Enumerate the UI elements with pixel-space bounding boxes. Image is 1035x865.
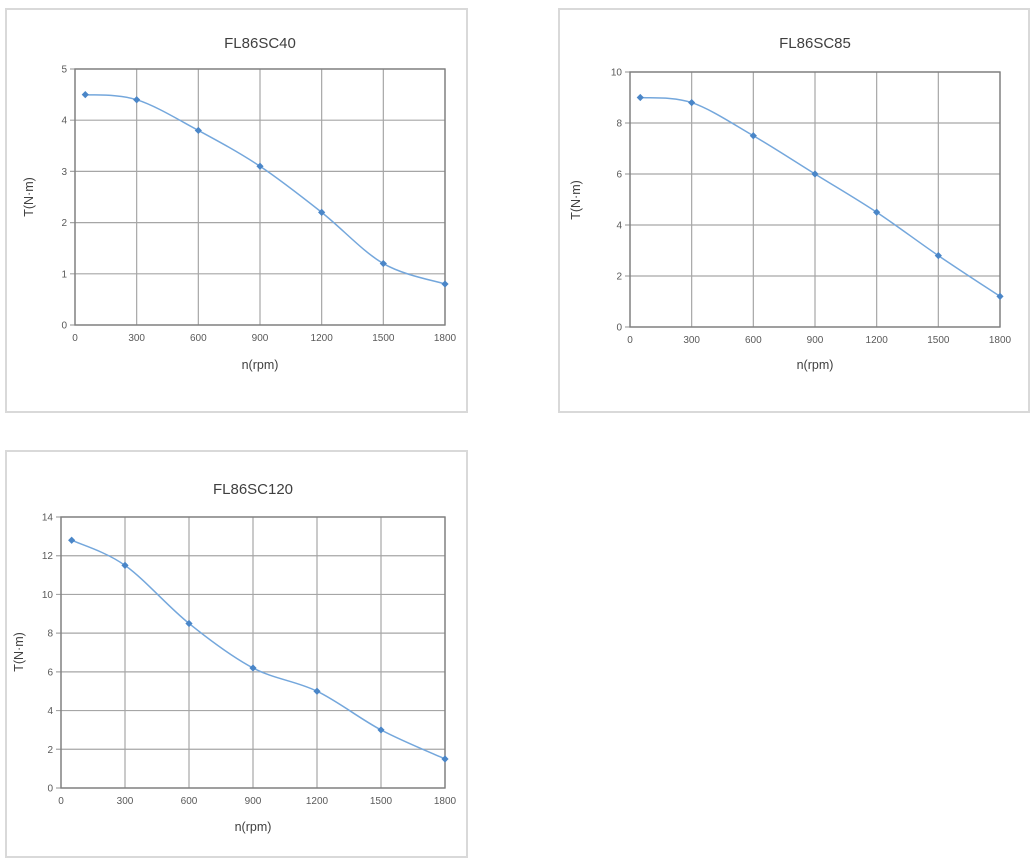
x-tick-label: 0 <box>72 333 78 344</box>
data-point-marker <box>441 280 449 288</box>
data-point-marker <box>996 292 1004 300</box>
y-tick-label: 6 <box>47 667 53 678</box>
x-tick-label: 1200 <box>866 335 889 346</box>
y-tick-label: 3 <box>61 167 67 178</box>
y-tick-label: 8 <box>47 629 53 640</box>
x-tick-label: 1500 <box>372 333 395 344</box>
x-tick-label: 1500 <box>927 335 950 346</box>
data-point-marker <box>313 687 321 695</box>
y-tick-label: 2 <box>61 218 67 229</box>
torque-curve-chart-fl86sc85: 0 300 600 900 1200 1500 1800 0 2 4 6 8 10 FL86SC85 n… <box>569 35 1012 372</box>
plot-area: 0 300 600 900 1200 1500 1800 0 1 2 3 4 5 <box>61 65 456 345</box>
chart-title: FL86SC40 <box>224 35 296 52</box>
x-tick-label: 900 <box>807 335 824 346</box>
data-point-marker <box>81 91 89 99</box>
x-tick-label: 1800 <box>989 335 1012 346</box>
data-point-marker <box>133 96 141 104</box>
data-point-marker <box>318 208 326 216</box>
y-tick-label: 2 <box>47 745 53 756</box>
x-axis-label: n(rpm) <box>797 358 834 372</box>
x-tick-label: 1200 <box>311 333 334 344</box>
chart-title: FL86SC85 <box>779 35 851 52</box>
chart-card-fl86sc85: 0 300 600 900 1200 1500 1800 0 2 4 6 8 10 FL86SC85 n… <box>558 8 1030 413</box>
y-tick-label: 0 <box>47 784 53 795</box>
x-axis-label: n(rpm) <box>235 820 272 834</box>
y-tick-label: 6 <box>616 170 622 181</box>
chart-title: FL86SC120 <box>213 481 293 498</box>
y-axis-label: T(N·m) <box>22 177 36 217</box>
x-tick-label: 900 <box>252 333 269 344</box>
x-tick-label: 300 <box>128 333 145 344</box>
data-point-marker <box>636 93 644 102</box>
data-point-marker <box>68 536 76 544</box>
x-tick-label: 600 <box>181 796 198 807</box>
data-point-marker <box>934 252 942 260</box>
y-tick-label: 4 <box>47 706 53 717</box>
y-axis-label: T(N·m) <box>569 180 583 220</box>
chart-card-fl86sc40: 0 300 600 900 1200 1500 1800 0 1 2 3 4 5 FL86SC40 n(… <box>5 8 468 413</box>
torque-curve <box>71 539 446 760</box>
x-tick-label: 600 <box>745 335 762 346</box>
torque-curve-chart-fl86sc40: 0 300 600 900 1200 1500 1800 0 1 2 3 4 5 FL86SC40 n(… <box>22 35 457 372</box>
x-tick-label: 1500 <box>370 796 393 807</box>
torque-curve <box>85 93 446 285</box>
plot-border <box>629 71 1001 328</box>
x-tick-label: 1200 <box>306 796 329 807</box>
x-tick-label: 0 <box>627 335 633 346</box>
data-point-marker <box>185 619 193 628</box>
y-tick-label: 5 <box>61 65 67 76</box>
plot-border <box>74 68 446 326</box>
y-tick-label: 4 <box>61 116 67 127</box>
y-tick-label: 10 <box>611 68 623 79</box>
data-point-marker <box>194 126 202 135</box>
y-tick-label: 0 <box>616 323 622 334</box>
chart-card-fl86sc120: 0 300 600 900 1200 1500 1800 0 2 4 6 8 10 12 14 FL86SC… <box>5 450 468 858</box>
x-tick-label: 600 <box>190 333 207 344</box>
x-tick-label: 300 <box>683 335 700 346</box>
plot-area: 0 300 600 900 1200 1500 1800 0 2 4 6 8 10 <box>611 68 1012 347</box>
data-point-marker <box>377 726 385 734</box>
data-point-marker <box>811 170 819 178</box>
data-point-marker <box>441 755 449 763</box>
data-point-marker <box>379 259 387 268</box>
y-tick-label: 2 <box>616 272 622 283</box>
plot-border <box>60 516 446 789</box>
data-point-marker <box>256 162 264 170</box>
x-axis-label: n(rpm) <box>242 358 279 372</box>
y-tick-label: 4 <box>616 221 622 232</box>
y-tick-label: 12 <box>42 551 54 562</box>
torque-curve <box>640 96 1001 298</box>
x-tick-label: 300 <box>117 796 134 807</box>
y-tick-label: 8 <box>616 119 622 130</box>
data-point-marker <box>749 132 757 140</box>
plot-area: 0 300 600 900 1200 1500 1800 0 2 4 6 8 10 12 14 <box>42 513 457 808</box>
torque-curve-chart-fl86sc120: 0 300 600 900 1200 1500 1800 0 2 4 6 8 10 12 14 FL86SC… <box>12 481 457 834</box>
y-tick-label: 10 <box>42 590 54 601</box>
data-point-marker <box>688 99 696 107</box>
x-tick-label: 900 <box>245 796 262 807</box>
y-tick-label: 0 <box>61 321 67 332</box>
x-tick-label: 0 <box>58 796 64 807</box>
y-axis-label: T(N·m) <box>12 632 26 672</box>
data-point-marker <box>873 208 881 216</box>
y-tick-label: 1 <box>61 269 67 280</box>
y-tick-label: 14 <box>42 513 54 524</box>
x-tick-label: 1800 <box>434 333 457 344</box>
data-point-marker <box>249 664 257 672</box>
x-tick-label: 1800 <box>434 796 457 807</box>
